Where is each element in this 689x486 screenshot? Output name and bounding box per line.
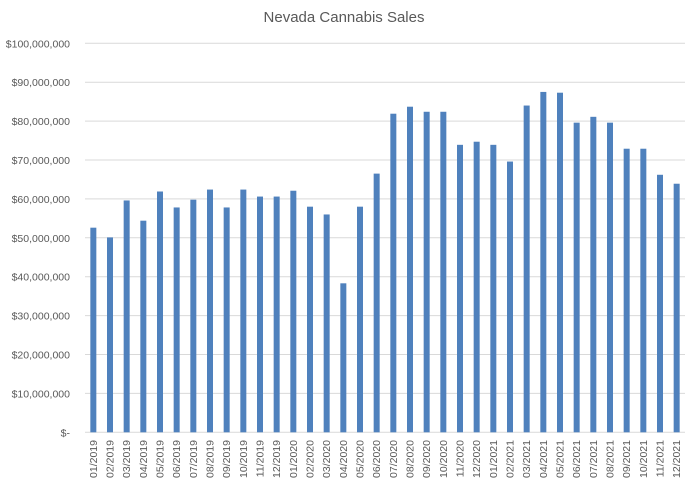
bar: [323, 214, 330, 433]
y-tick-label: $50,000,000: [12, 233, 71, 245]
x-tick-label: 07/2020: [388, 440, 400, 478]
x-tick-label: 05/2021: [555, 440, 567, 478]
x-tick-label: 05/2020: [355, 440, 367, 478]
bar: [340, 283, 347, 433]
bar: [440, 111, 447, 433]
chart-title: Nevada Cannabis Sales: [264, 9, 425, 26]
x-tick-label: 12/2019: [271, 440, 283, 478]
bar: [290, 190, 297, 433]
x-tick-label: 06/2020: [371, 440, 383, 478]
x-tick-label: 11/2019: [255, 440, 267, 477]
bar: [607, 122, 613, 433]
x-tick-label: 08/2021: [605, 440, 617, 478]
bar: [257, 196, 263, 433]
x-tick-label: 04/2020: [338, 440, 350, 478]
x-tick-label: 11/2021: [655, 440, 667, 477]
y-tick-label: $70,000,000: [12, 155, 71, 167]
bar: [540, 91, 547, 433]
bar: [157, 191, 163, 433]
bar: [490, 144, 497, 433]
bar: [223, 207, 230, 433]
x-tick-label: 03/2019: [121, 440, 133, 478]
y-axis-labels: $- $10,000,000 $20,000,000 $30,000,000 $40,0…: [6, 38, 71, 439]
bar: [123, 200, 130, 433]
x-tick-label: 02/2019: [105, 440, 117, 478]
x-tick-label: 09/2021: [621, 440, 633, 478]
bars: [90, 91, 680, 433]
y-tick-label: $60,000,000: [12, 194, 71, 206]
x-tick-label: 03/2021: [521, 440, 533, 478]
x-tick-label: 10/2020: [438, 440, 450, 478]
gridlines: [85, 42, 685, 433]
x-tick-label: 09/2019: [221, 440, 233, 478]
y-tick-label: $20,000,000: [12, 350, 71, 362]
x-tick-label: 10/2021: [638, 440, 650, 478]
bar: [357, 206, 363, 433]
x-tick-label: 02/2021: [505, 440, 517, 478]
x-tick-label: 02/2020: [305, 440, 317, 478]
x-tick-label: 10/2019: [238, 440, 250, 478]
bar: [207, 189, 213, 433]
x-tick-label: 06/2019: [171, 440, 183, 478]
x-tick-label: 07/2021: [588, 440, 600, 478]
bar: [573, 122, 580, 433]
x-tick-label: 04/2019: [138, 440, 150, 478]
x-tick-label: 12/2020: [471, 440, 483, 478]
bar: [190, 199, 197, 433]
bar: [557, 92, 563, 433]
bar: [673, 183, 680, 433]
bar: [307, 206, 313, 433]
bar: [657, 174, 663, 433]
x-axis-labels: 01/2019 02/2019 03/2019 04/2019 05/2019 06/20…: [88, 440, 683, 478]
bar: [523, 105, 530, 433]
bar: [423, 111, 430, 433]
y-tick-label: $80,000,000: [12, 116, 71, 128]
x-tick-label: 07/2019: [188, 440, 200, 478]
x-tick-label: 11/2020: [455, 440, 467, 477]
y-tick-label: $40,000,000: [12, 272, 71, 284]
x-tick-label: 01/2019: [88, 440, 100, 478]
bar: [623, 148, 630, 433]
x-tick-label: 05/2019: [155, 440, 167, 478]
bar: [457, 144, 463, 433]
x-tick-label: 04/2021: [538, 440, 550, 478]
bar: [373, 173, 380, 433]
bar: [390, 113, 397, 433]
bar: [107, 237, 113, 433]
bar: [507, 161, 513, 433]
bar: [473, 141, 480, 433]
y-tick-label: $-: [61, 427, 71, 439]
bar: [640, 148, 647, 433]
bar: [590, 116, 597, 433]
x-tick-label: 06/2021: [571, 440, 583, 478]
x-tick-label: 01/2020: [288, 440, 300, 478]
bar: [240, 189, 247, 433]
y-tick-label: $100,000,000: [6, 38, 70, 50]
x-tick-label: 03/2020: [321, 440, 333, 478]
x-tick-label: 08/2020: [405, 440, 417, 478]
y-tick-label: $90,000,000: [12, 77, 71, 89]
x-tick-label: 01/2021: [488, 440, 500, 478]
x-tick-label: 12/2021: [671, 440, 683, 478]
y-tick-label: $10,000,000: [12, 388, 71, 400]
bar: [173, 207, 180, 433]
x-tick-label: 08/2019: [205, 440, 217, 478]
x-tick-label: 09/2020: [421, 440, 433, 478]
y-tick-label: $30,000,000: [12, 311, 71, 323]
bar: [140, 220, 147, 433]
bar: [90, 227, 97, 433]
bar: [407, 106, 413, 433]
bar: [273, 196, 280, 433]
